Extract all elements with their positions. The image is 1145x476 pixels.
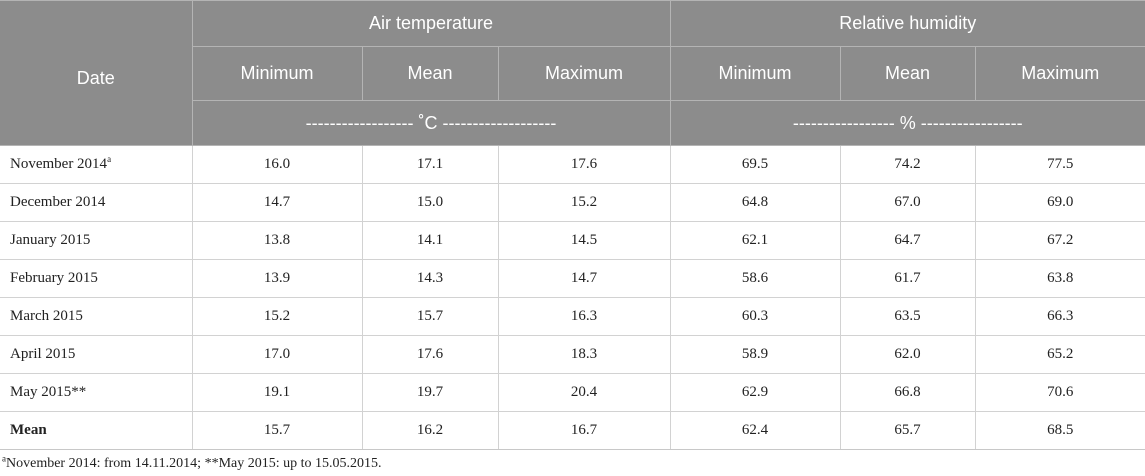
humidity-mean-cell: 64.7 xyxy=(839,221,976,260)
date-cell: February 2015 xyxy=(0,259,193,298)
temp-mean-cell: 19.7 xyxy=(361,373,499,412)
humidity-max-cell: 69.0 xyxy=(974,183,1145,222)
humidity-min-cell: 64.8 xyxy=(669,183,841,222)
temp-min-cell: 14.7 xyxy=(191,183,363,222)
humidity-min-cell: 62.9 xyxy=(669,373,841,412)
temp-max-cell: 14.5 xyxy=(497,221,671,260)
date-cell: November 2014a xyxy=(0,145,193,184)
humidity-max-cell: 65.2 xyxy=(974,335,1145,374)
table-row: January 2015 13.8 14.1 14.5 62.1 64.7 67.2 xyxy=(0,221,1145,260)
humidity-max-cell: 63.8 xyxy=(974,259,1145,298)
date-cell: Mean xyxy=(0,411,193,450)
air-temperature-header: Air temperature xyxy=(191,0,671,47)
temp-mean-header: Mean xyxy=(361,46,499,101)
humidity-min-cell: 69.5 xyxy=(669,145,841,184)
temp-min-cell: 15.7 xyxy=(191,411,363,450)
date-label: November 2014 xyxy=(10,156,108,172)
temp-max-cell: 16.7 xyxy=(497,411,671,450)
humidity-mean-cell: 74.2 xyxy=(839,145,976,184)
table-footnote: aNovember 2014: from 14.11.2014; **May 2… xyxy=(0,450,1145,472)
humidity-max-cell: 77.5 xyxy=(974,145,1145,184)
temp-maximum-header: Maximum xyxy=(497,46,671,101)
temp-mean-cell: 14.3 xyxy=(361,259,499,298)
temp-min-cell: 17.0 xyxy=(191,335,363,374)
footnote-text: November 2014: from 14.11.2014; **May 20… xyxy=(6,456,382,471)
date-label: January 2015 xyxy=(10,232,91,248)
temp-max-cell: 16.3 xyxy=(497,297,671,336)
temp-min-cell: 15.2 xyxy=(191,297,363,336)
date-column-header: Date xyxy=(0,0,193,146)
temp-minimum-header: Minimum xyxy=(191,46,363,101)
date-label: April 2015 xyxy=(10,346,76,362)
temp-mean-cell: 17.6 xyxy=(361,335,499,374)
humidity-min-cell: 62.4 xyxy=(669,411,841,450)
humidity-max-cell: 68.5 xyxy=(974,411,1145,450)
temp-mean-cell: 14.1 xyxy=(361,221,499,260)
temp-min-cell: 13.8 xyxy=(191,221,363,260)
humidity-max-cell: 67.2 xyxy=(974,221,1145,260)
temp-min-cell: 19.1 xyxy=(191,373,363,412)
temp-max-cell: 14.7 xyxy=(497,259,671,298)
temp-mean-cell: 15.0 xyxy=(361,183,499,222)
relative-humidity-header: Relative humidity xyxy=(669,0,1145,47)
temperature-unit-row: ------------------ ˚C ------------------… xyxy=(191,100,671,146)
date-cell: March 2015 xyxy=(0,297,193,336)
humidity-mean-cell: 65.7 xyxy=(839,411,976,450)
date-label: March 2015 xyxy=(10,308,83,324)
humidity-min-cell: 58.6 xyxy=(669,259,841,298)
table-row: March 2015 15.2 15.7 16.3 60.3 63.5 66.3 xyxy=(0,297,1145,336)
humidity-min-cell: 62.1 xyxy=(669,221,841,260)
temp-min-cell: 16.0 xyxy=(191,145,363,184)
humidity-unit-row: ----------------- % ----------------- xyxy=(669,100,1145,146)
footnote-marker: a xyxy=(107,154,112,164)
humidity-mean-cell: 61.7 xyxy=(839,259,976,298)
humidity-mean-cell: 67.0 xyxy=(839,183,976,222)
temp-mean-cell: 15.7 xyxy=(361,297,499,336)
climate-data-table: Date Air temperature Relative humidity M… xyxy=(0,0,1145,450)
date-label: February 2015 xyxy=(10,270,98,286)
humidity-mean-cell: 66.8 xyxy=(839,373,976,412)
humidity-minimum-header: Minimum xyxy=(669,46,841,101)
table-row: November 2014a 16.0 17.1 17.6 69.5 74.2 77.5 xyxy=(0,145,1145,184)
temp-max-cell: 15.2 xyxy=(497,183,671,222)
humidity-max-cell: 66.3 xyxy=(974,297,1145,336)
humidity-min-cell: 58.9 xyxy=(669,335,841,374)
table-row: February 2015 13.9 14.3 14.7 58.6 61.7 63.8 xyxy=(0,259,1145,298)
humidity-mean-cell: 63.5 xyxy=(839,297,976,336)
humidity-max-cell: 70.6 xyxy=(974,373,1145,412)
date-label: Mean xyxy=(10,422,47,438)
table-row: April 2015 17.0 17.6 18.3 58.9 62.0 65.2 xyxy=(0,335,1145,374)
humidity-maximum-header: Maximum xyxy=(974,46,1145,101)
footnote-marker: a xyxy=(2,453,6,464)
date-label: December 2014 xyxy=(10,194,106,210)
temp-mean-cell: 16.2 xyxy=(361,411,499,450)
temp-max-cell: 20.4 xyxy=(497,373,671,412)
temp-mean-cell: 17.1 xyxy=(361,145,499,184)
temp-min-cell: 13.9 xyxy=(191,259,363,298)
date-cell: April 2015 xyxy=(0,335,193,374)
temp-max-cell: 18.3 xyxy=(497,335,671,374)
humidity-min-cell: 60.3 xyxy=(669,297,841,336)
date-cell: December 2014 xyxy=(0,183,193,222)
humidity-mean-cell: 62.0 xyxy=(839,335,976,374)
date-cell: January 2015 xyxy=(0,221,193,260)
table-row: December 2014 14.7 15.0 15.2 64.8 67.0 69.0 xyxy=(0,183,1145,222)
table-row: May 2015** 19.1 19.7 20.4 62.9 66.8 70.6 xyxy=(0,373,1145,412)
temp-max-cell: 17.6 xyxy=(497,145,671,184)
table-body: November 2014a 16.0 17.1 17.6 69.5 74.2 77.5 De… xyxy=(0,145,1145,450)
date-label: May 2015** xyxy=(10,384,87,400)
humidity-mean-header: Mean xyxy=(839,46,976,101)
date-cell: May 2015** xyxy=(0,373,193,412)
table-row: Mean 15.7 16.2 16.7 62.4 65.7 68.5 xyxy=(0,411,1145,450)
